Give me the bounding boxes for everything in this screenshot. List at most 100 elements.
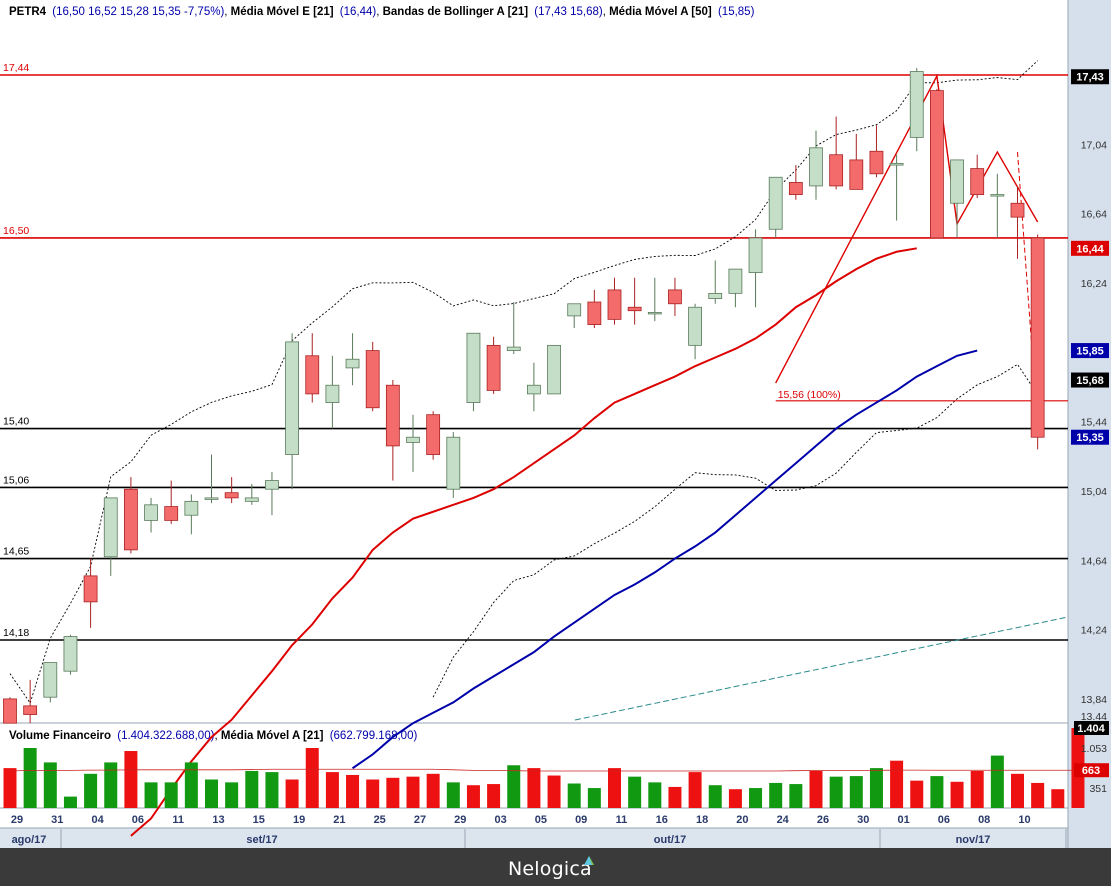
fibo-label: 15,56 (100%) <box>778 389 841 401</box>
volume-bar-25 <box>487 784 501 808</box>
price-label-2: 15,85 <box>1071 343 1109 359</box>
day-label-4: 11 <box>172 814 184 826</box>
candle-1 <box>23 679 38 724</box>
hline-label-5: 14,18 <box>3 627 29 639</box>
indicator-header: PETR4 (16,50 16,52 15,28 15,35 -7,75%), … <box>9 6 755 18</box>
month-label-3: nov/17 <box>956 834 991 846</box>
candle-21 <box>426 411 441 460</box>
candle-body <box>627 306 642 312</box>
volume-tick-0: 1.053 <box>1081 743 1107 755</box>
candle-9 <box>184 494 199 535</box>
volume-label-0: 1.404 <box>1074 721 1109 735</box>
candle-39 <box>788 165 803 200</box>
candle-body <box>970 168 985 195</box>
candle-12 <box>244 484 259 505</box>
candle-18 <box>365 341 380 412</box>
price-tick-3: 15,44 <box>1081 417 1107 429</box>
hline-label-2: 15,40 <box>3 416 29 428</box>
price-axis-background <box>1068 0 1111 848</box>
day-label-14: 09 <box>575 814 587 826</box>
candle-body <box>728 268 743 294</box>
candle-body <box>527 384 541 395</box>
day-label-11: 29 <box>454 814 466 826</box>
price-tick-4: 15,04 <box>1081 486 1107 498</box>
price-label-bg <box>1071 69 1109 85</box>
date-axis[interactable]: 29 31 04 06 11 13 15 19 21 25 27 29 03 05 09 11 16 18 20 24… <box>11 814 1067 848</box>
volume-bar-11 <box>205 779 218 808</box>
price-label-3: 15,68 <box>1071 372 1109 388</box>
candle-body <box>506 346 521 351</box>
volume-bar-46 <box>910 780 924 808</box>
day-label-13: 05 <box>535 814 547 826</box>
candle-body <box>668 289 682 305</box>
candle-body <box>930 90 944 239</box>
volume-value: (1.404.322.688,00) <box>117 730 214 742</box>
candle-body <box>486 344 501 391</box>
price-axis[interactable]: 17,04 16,64 16,24 15,44 15,04 14,64 14,24 13,84… <box>1071 69 1109 723</box>
volume-ma-value: (662.799.168,00) <box>330 730 418 742</box>
candle-body <box>265 480 279 490</box>
volume-bar-31 <box>608 768 621 808</box>
volume-bar-37 <box>728 789 742 808</box>
volume-bar-15 <box>285 779 299 808</box>
price-label-0: 17,43 <box>1071 69 1109 85</box>
bollinger-lower <box>432 363 1039 698</box>
candle-body <box>325 384 340 403</box>
day-label-9: 25 <box>374 814 386 826</box>
price-label-text: 15,35 <box>1076 432 1104 444</box>
day-label-10: 27 <box>414 814 426 826</box>
day-label-3: 06 <box>132 814 144 826</box>
candle-47 <box>950 159 964 238</box>
candle-6 <box>124 477 138 554</box>
candle-body <box>184 500 199 516</box>
candle-38 <box>768 176 783 238</box>
volume-bar-3 <box>43 762 57 808</box>
candle-body <box>567 303 582 317</box>
candle-body <box>144 504 158 521</box>
candle-14 <box>285 333 300 490</box>
candle-40 <box>809 130 823 200</box>
volume-ma-label: Média Móvel A [21] <box>221 730 324 742</box>
candle-36 <box>728 268 743 308</box>
day-label-8: 21 <box>333 814 345 826</box>
volume-bar-6 <box>104 762 118 808</box>
volume-bar-30 <box>587 788 601 808</box>
volume-bar-51 <box>1011 773 1024 808</box>
volume-bar-13 <box>245 770 259 808</box>
candle-body <box>688 306 702 346</box>
volume-bar-5 <box>84 773 98 808</box>
candle-body <box>83 575 98 603</box>
price-label-bg <box>1071 343 1109 359</box>
volume-bar-35 <box>688 772 702 808</box>
volume-bar-1 <box>3 768 17 808</box>
logo-mark-icon <box>584 856 594 865</box>
price-label-text: 15,85 <box>1076 346 1104 358</box>
day-label-7: 19 <box>293 814 305 826</box>
candle-20 <box>406 414 420 472</box>
volume-bar-20 <box>386 777 400 808</box>
candle-37 <box>748 229 763 308</box>
day-label-6: 15 <box>253 814 265 826</box>
candle-body <box>587 301 602 325</box>
volume-bar-53 <box>1051 789 1065 808</box>
candle-2 <box>43 662 58 703</box>
candle-13 <box>265 471 279 516</box>
volume-bar-26 <box>507 765 521 808</box>
candle-body <box>365 350 380 409</box>
candle-45 <box>909 68 924 152</box>
month-label-1: set/17 <box>246 834 277 846</box>
candle-10 <box>204 454 219 504</box>
candle-body <box>426 414 441 455</box>
price-label-text: 16,44 <box>1076 243 1104 255</box>
candle-body <box>607 289 622 320</box>
day-label-21: 30 <box>857 814 869 826</box>
candle-body <box>63 636 78 672</box>
sma50-label: Média Móvel A [50] <box>609 6 712 18</box>
volume-bar-16 <box>305 748 319 808</box>
volume-bar-52 <box>1031 782 1045 808</box>
volume-bar-18 <box>346 774 360 808</box>
candle-5 <box>103 497 118 576</box>
candle-body <box>869 150 884 175</box>
candle-51 <box>1030 234 1045 450</box>
candle-body <box>385 384 400 447</box>
